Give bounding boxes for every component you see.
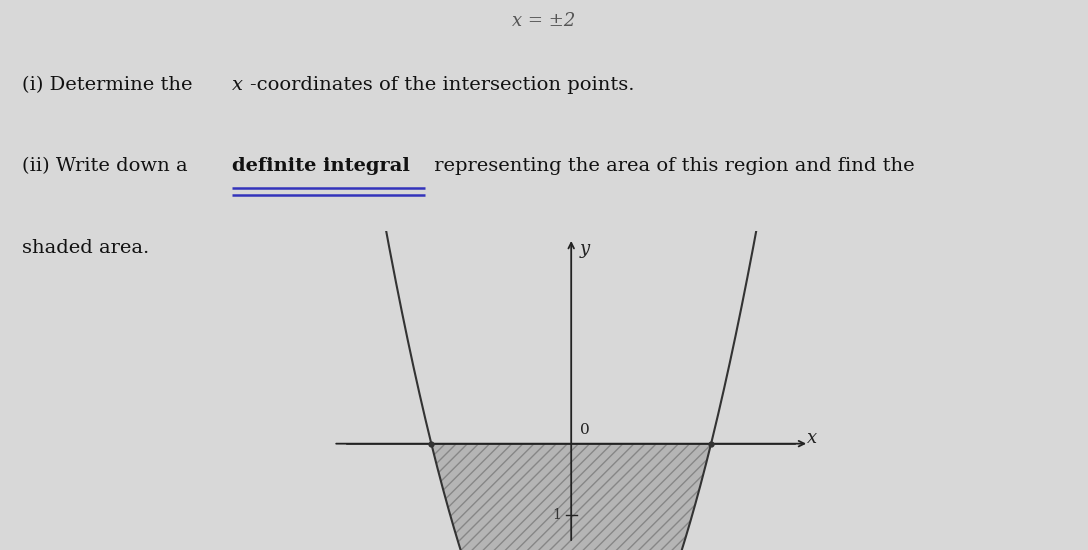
Text: definite integral: definite integral [232,157,409,175]
Text: 1: 1 [552,508,560,521]
Text: (ii) Write down a: (ii) Write down a [22,157,194,175]
Text: 0: 0 [580,422,590,437]
Text: y: y [580,239,590,257]
Text: x: x [232,75,243,94]
Text: shaded area.: shaded area. [22,239,149,257]
Text: representing the area of this region and find the: representing the area of this region and… [428,157,914,175]
Text: -coordinates of the intersection points.: -coordinates of the intersection points. [250,75,634,94]
Text: x: x [807,429,817,447]
Text: x = ±2: x = ±2 [512,12,576,30]
Text: (i) Determine the: (i) Determine the [22,75,198,94]
